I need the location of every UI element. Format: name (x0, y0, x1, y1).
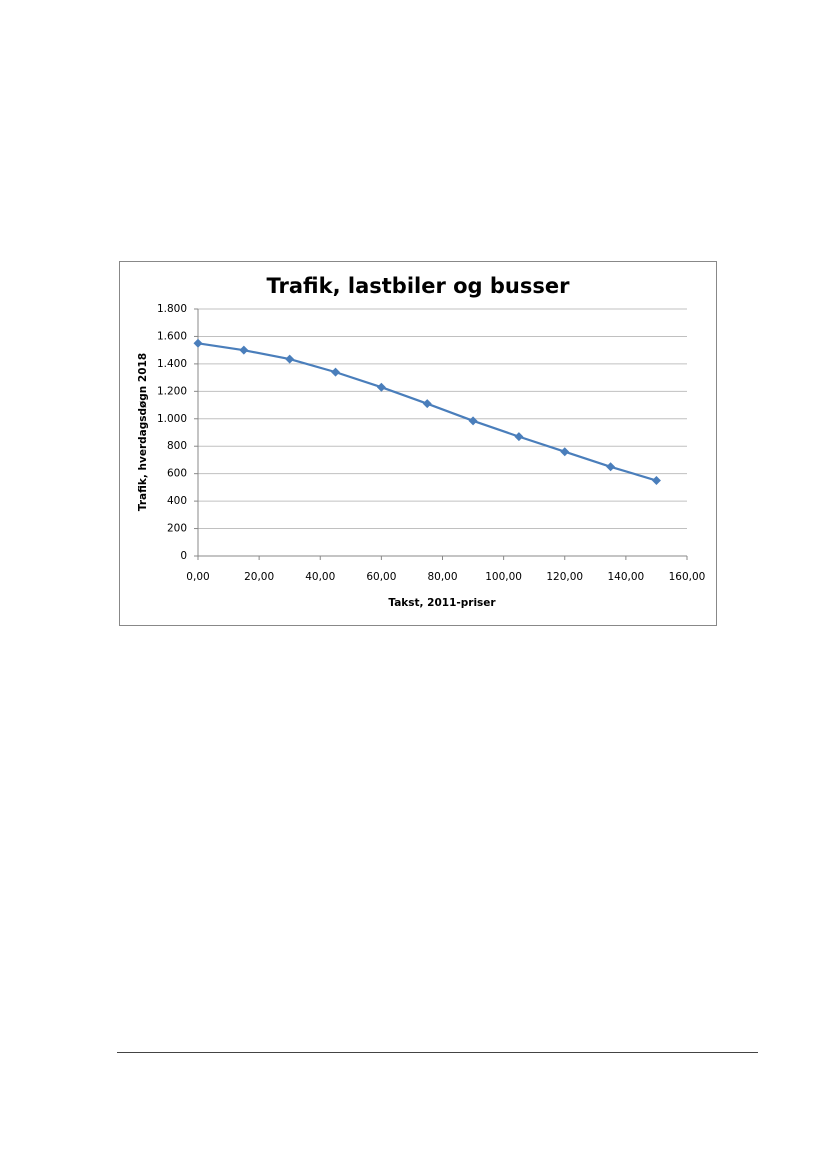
y-tick-label: 1.400 (157, 358, 187, 370)
data-point (193, 338, 203, 348)
x-tick-label: 40,00 (305, 571, 335, 583)
x-tick-label: 140,00 (608, 571, 645, 583)
x-tick-label: 60,00 (366, 571, 396, 583)
data-point (560, 447, 570, 457)
data-point (376, 382, 386, 392)
x-tick-label: 120,00 (546, 571, 583, 583)
x-axis-label: Takst, 2011-priser (388, 597, 496, 609)
y-tick-label: 600 (167, 468, 187, 480)
data-point (606, 462, 616, 472)
chart-frame (119, 261, 717, 626)
x-tick-label: 160,00 (669, 571, 706, 583)
data-point (468, 416, 478, 426)
x-tick-label: 100,00 (485, 571, 522, 583)
x-tick-label: 0,00 (186, 571, 209, 583)
x-tick-label: 80,00 (427, 571, 457, 583)
y-tick-label: 1.600 (157, 330, 187, 342)
y-axis-label: Trafik, hverdagsdøgn 2018 (137, 353, 149, 511)
y-tick-label: 200 (167, 523, 187, 535)
y-tick-label: 0 (180, 550, 187, 562)
y-tick-label: 1.200 (157, 385, 187, 397)
data-point (514, 432, 524, 442)
data-point (331, 367, 341, 377)
y-tick-label: 1.800 (157, 303, 187, 315)
chart-title: Trafik, lastbiler og busser (267, 274, 571, 298)
y-tick-label: 1.000 (157, 413, 187, 425)
data-point (422, 399, 432, 409)
y-tick-label: 400 (167, 495, 187, 507)
data-point (285, 354, 295, 364)
y-tick-label: 800 (167, 440, 187, 452)
data-point (239, 345, 249, 355)
data-point (651, 476, 661, 486)
x-tick-label: 20,00 (244, 571, 274, 583)
